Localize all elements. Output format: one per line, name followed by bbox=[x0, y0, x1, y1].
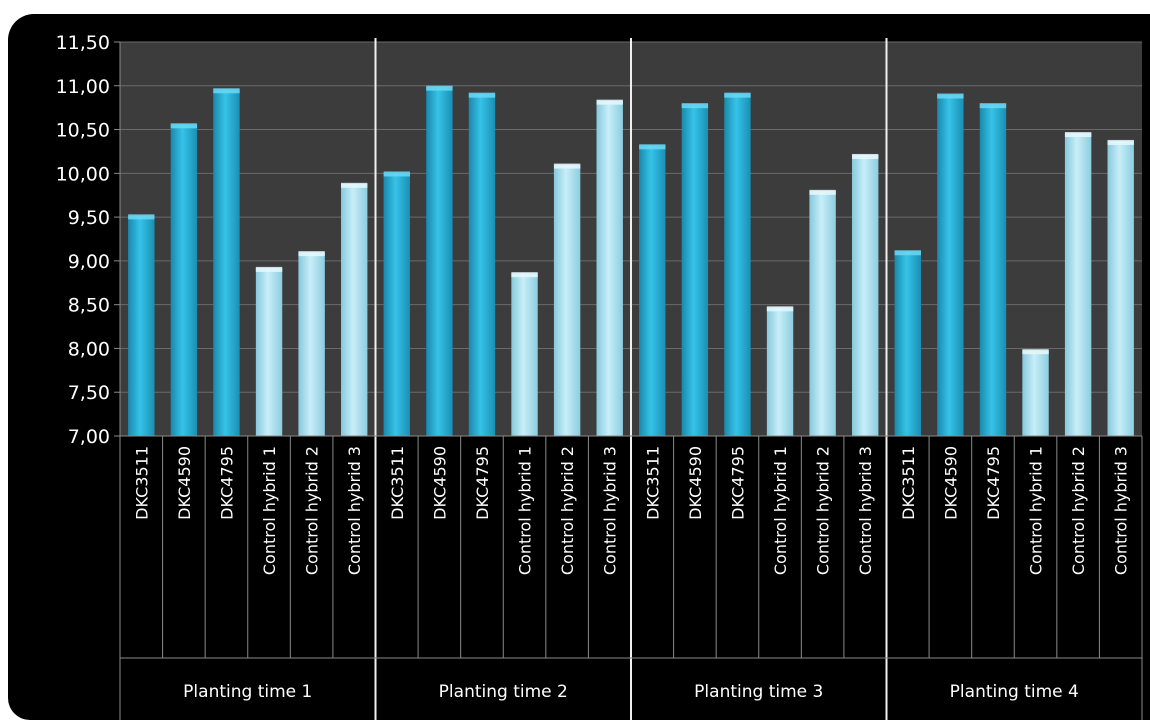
bar bbox=[596, 100, 623, 436]
y-tick-label: 7,00 bbox=[68, 426, 110, 448]
bar-cap bbox=[1064, 132, 1092, 138]
y-axis: 7,00 7,50 8,00 8,50 9,00 9,50 10,00 10,50 11,00 1… bbox=[56, 32, 121, 448]
bar bbox=[937, 94, 964, 437]
x-category-label: Control hybrid 1 bbox=[516, 446, 535, 575]
bar bbox=[809, 190, 836, 436]
x-category-label: Control hybrid 2 bbox=[1069, 446, 1088, 575]
bar-cap bbox=[383, 171, 410, 177]
bar bbox=[468, 93, 496, 436]
x-category-label: DKC4590 bbox=[686, 446, 705, 520]
bar bbox=[298, 252, 325, 436]
bar-cap bbox=[596, 99, 623, 105]
bar bbox=[1022, 350, 1049, 436]
x-group-label: Planting time 3 bbox=[694, 682, 823, 702]
bar bbox=[383, 172, 410, 437]
x-group-label: Planting time 2 bbox=[439, 682, 568, 702]
x-axis: DKC3511 DKC4590 DKC4795 Control hybrid 1 Con… bbox=[119, 435, 1143, 720]
bar-cap bbox=[681, 103, 709, 109]
x-category-label: DKC3511 bbox=[899, 446, 918, 520]
bar-cap bbox=[341, 182, 368, 188]
bar bbox=[979, 104, 1007, 437]
bar bbox=[213, 89, 240, 436]
x-category-label: Control hybrid 2 bbox=[303, 446, 322, 575]
x-category-label: Control hybrid 1 bbox=[1027, 446, 1046, 575]
y-tick-label: 9,50 bbox=[68, 207, 110, 229]
bar bbox=[128, 215, 155, 436]
x-category-label: DKC4795 bbox=[217, 446, 236, 520]
bar bbox=[724, 93, 751, 436]
bar-cap bbox=[468, 92, 496, 98]
x-category-label: DKC4590 bbox=[941, 446, 960, 520]
bar-cap bbox=[852, 153, 879, 159]
x-category-label: Control hybrid 3 bbox=[856, 446, 875, 575]
bar-cap bbox=[426, 85, 453, 91]
bar bbox=[170, 124, 198, 437]
bar-cap bbox=[1107, 139, 1134, 145]
bar bbox=[553, 164, 581, 437]
bar bbox=[639, 145, 666, 436]
bar bbox=[1107, 140, 1134, 436]
y-tick-label: 9,00 bbox=[68, 251, 110, 273]
bar-cap bbox=[511, 272, 538, 278]
bar-chart: 7,00 7,50 8,00 8,50 9,00 9,50 10,00 10,50 11,00 1… bbox=[56, 32, 1143, 720]
x-category-label: DKC4590 bbox=[430, 446, 449, 520]
y-tick-label: 8,00 bbox=[68, 338, 110, 360]
y-tick-label: 11,50 bbox=[56, 32, 110, 54]
x-category-label: DKC4795 bbox=[728, 446, 747, 520]
bar-cap bbox=[639, 144, 666, 150]
x-group-label: Planting time 1 bbox=[183, 682, 312, 702]
bar bbox=[852, 154, 879, 437]
y-tick-label: 8,50 bbox=[68, 295, 110, 317]
bar-cap bbox=[298, 251, 325, 257]
x-category-label: DKC3511 bbox=[643, 446, 662, 520]
bar-cap bbox=[894, 250, 921, 256]
bar bbox=[894, 251, 921, 436]
y-tick-label: 10,00 bbox=[56, 163, 110, 185]
x-category-label: Control hybrid 2 bbox=[558, 446, 577, 575]
bar bbox=[255, 267, 283, 436]
bar-cap bbox=[170, 123, 198, 129]
bar bbox=[766, 307, 794, 436]
bar bbox=[341, 183, 368, 436]
bar bbox=[681, 104, 709, 437]
x-category-label: DKC4795 bbox=[473, 446, 492, 520]
bars bbox=[128, 85, 1134, 437]
bar-cap bbox=[809, 189, 836, 195]
group-separators bbox=[374, 38, 888, 720]
y-tick-label: 10,50 bbox=[56, 120, 110, 142]
bar-cap bbox=[766, 306, 794, 312]
bar bbox=[511, 273, 538, 436]
x-category-label: DKC3511 bbox=[132, 446, 151, 520]
bar-cap bbox=[128, 214, 155, 220]
x-category-label: DKC3511 bbox=[388, 446, 407, 520]
bar-cap bbox=[724, 92, 751, 98]
x-category-label: Control hybrid 3 bbox=[1112, 446, 1131, 575]
bar-cap bbox=[213, 88, 240, 94]
bar bbox=[426, 86, 453, 437]
bar-cap bbox=[937, 93, 964, 99]
bar-cap bbox=[553, 163, 581, 169]
bar bbox=[1064, 133, 1092, 436]
bar-cap bbox=[255, 266, 283, 272]
x-group-label: Planting time 4 bbox=[950, 682, 1079, 702]
x-category-label: Control hybrid 1 bbox=[771, 446, 790, 575]
x-category-label: Control hybrid 3 bbox=[345, 446, 364, 575]
x-category-label: Control hybrid 1 bbox=[260, 446, 279, 575]
y-tick-label: 11,00 bbox=[56, 76, 110, 98]
x-category-label: DKC4590 bbox=[175, 446, 194, 520]
x-category-label: DKC4795 bbox=[984, 446, 1003, 520]
bar-cap bbox=[979, 103, 1007, 109]
y-tick-label: 7,50 bbox=[68, 382, 110, 404]
chart-frame: 7,00 7,50 8,00 8,50 9,00 9,50 10,00 10,50 11,00 1… bbox=[8, 14, 1150, 720]
x-category-label: Control hybrid 2 bbox=[814, 446, 833, 575]
x-category-label: Control hybrid 3 bbox=[601, 446, 620, 575]
bar-cap bbox=[1022, 349, 1049, 355]
